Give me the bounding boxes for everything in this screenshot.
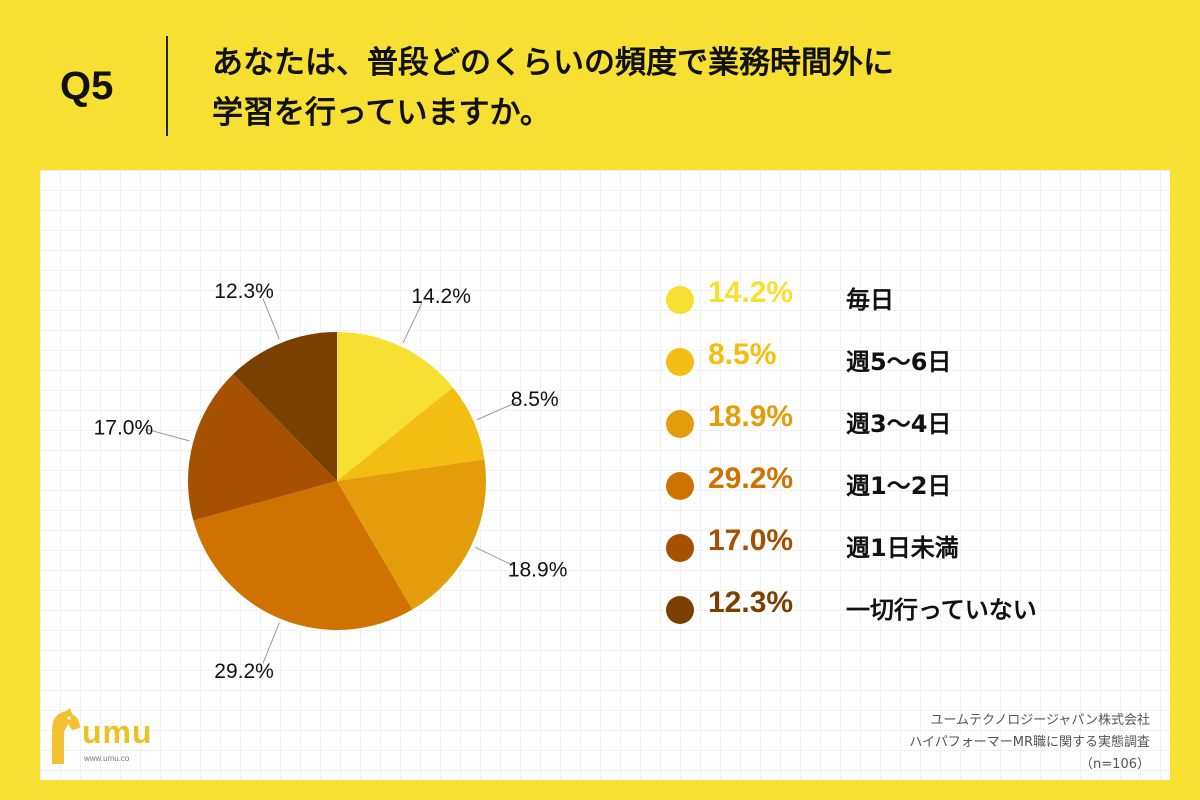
pie-slice-3-4-days: [337, 459, 486, 610]
legend-swatch: [666, 534, 694, 562]
question-title: あなたは、普段どのくらいの頻度で業務時間外に 学習を行っていますか。: [212, 38, 1152, 138]
leader-line-5-6-days: [476, 401, 518, 421]
legend-swatch: [666, 410, 694, 438]
legend-percent: 29.2%: [708, 462, 794, 495]
legend-label: 毎日: [846, 286, 894, 314]
logo-wordmark: umu: [82, 714, 153, 750]
source-note: ユームテクノロジージャパン株式会社 ハイパフォーマーMR職に関する実態調査 （n…: [909, 710, 1150, 776]
chart-panel: 14.2% 8.5% 18.9% 29.2% 17.0% 12.3% 14.2% 毎日 8.5…: [40, 170, 1170, 780]
legend-swatch: [666, 348, 694, 376]
pie-slice-under-1-day: [187, 374, 337, 521]
pie-slice-none: [233, 332, 337, 481]
legend-label: 週3〜4日: [846, 410, 952, 438]
legend-swatch: [666, 286, 694, 314]
legend-swatch: [666, 596, 694, 624]
legend-percent: 12.3%: [708, 586, 794, 619]
legend-label: 週1〜2日: [846, 472, 952, 500]
pie-slice-5-6-days: [337, 387, 485, 481]
slice-label-3-4-days: 18.9%: [508, 559, 568, 582]
horse-logo-icon: [52, 708, 80, 764]
legend-percent: 17.0%: [708, 524, 794, 557]
legend-percent: 14.2%: [708, 276, 794, 309]
legend-percent: 18.9%: [708, 400, 794, 433]
legend-label: 週1日未満: [846, 534, 959, 562]
pie-chart: 14.2% 8.5% 18.9% 29.2% 17.0% 12.3%: [94, 280, 568, 683]
slice-label-1-2-days: 29.2%: [214, 660, 274, 683]
legend-label: 一切行っていない: [846, 596, 1037, 624]
question-title-line2: 学習を行っていますか。: [212, 95, 551, 131]
slice-label-none: 12.3%: [214, 280, 274, 303]
source-line1: ユームテクノロジージャパン株式会社: [930, 713, 1150, 728]
source-line3: （n=106）: [1080, 757, 1150, 772]
legend-percent: 8.5%: [708, 338, 777, 371]
slice-label-daily: 14.2%: [411, 285, 471, 308]
slice-label-under-1-day: 17.0%: [94, 416, 154, 439]
header-divider: [166, 36, 168, 136]
logo-url: www.umu.co: [84, 754, 130, 763]
question-title-line1: あなたは、普段どのくらいの頻度で業務時間外に: [212, 45, 894, 81]
pie-slice-daily: [337, 332, 453, 481]
leader-line-under-1-day: [146, 428, 190, 442]
umu-logo: umu www.umu.co: [48, 700, 168, 770]
slice-label-5-6-days: 8.5%: [511, 388, 559, 411]
source-line2: ハイパフォーマーMR職に関する実態調査: [909, 735, 1150, 750]
question-number: Q5: [60, 64, 114, 108]
leader-line-3-4-days: [474, 546, 515, 567]
legend-swatch: [666, 472, 694, 500]
leader-line-1-2-days: [262, 622, 280, 664]
leader-line-none: [262, 298, 280, 340]
legend-label: 週5〜6日: [846, 348, 952, 376]
leader-line-daily: [402, 303, 423, 344]
pie-slice-1-2-days: [193, 481, 413, 630]
